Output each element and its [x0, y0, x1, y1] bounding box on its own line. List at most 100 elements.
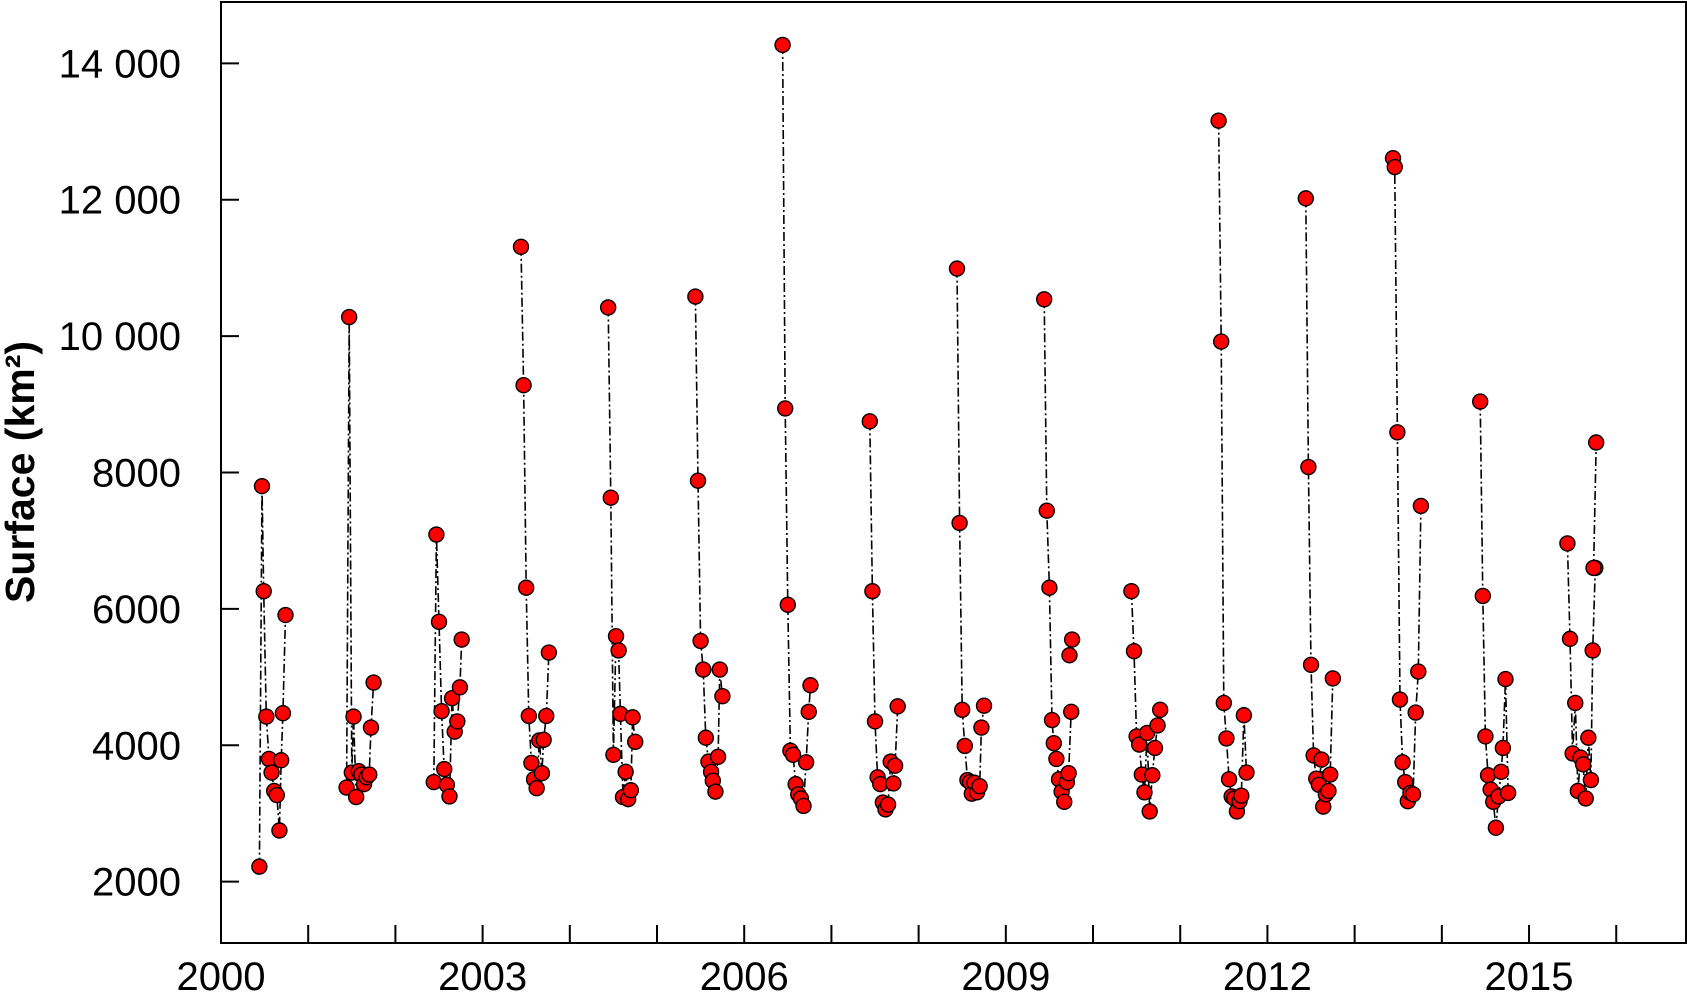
data-point	[795, 797, 812, 815]
data-point	[1233, 787, 1250, 804]
y-tick-label: 4000	[92, 724, 181, 768]
data-point	[345, 708, 362, 725]
x-tick-label: 2006	[700, 955, 789, 999]
data-point	[599, 299, 617, 316]
data-point	[449, 713, 466, 730]
data-point	[1215, 694, 1233, 712]
data-point	[1487, 819, 1505, 836]
data-point	[1035, 291, 1053, 308]
data-point	[692, 632, 709, 650]
data-point	[886, 757, 904, 774]
data-point	[1404, 786, 1422, 803]
data-point	[973, 719, 990, 736]
data-point	[1585, 559, 1602, 577]
series-line	[1043, 299, 1072, 803]
data-point	[1218, 730, 1235, 747]
data-point	[1394, 754, 1411, 771]
data-point	[1297, 190, 1314, 207]
data-point	[1582, 771, 1600, 789]
data-point	[889, 698, 906, 715]
data-point	[624, 709, 641, 726]
data-point	[1494, 739, 1512, 757]
data-point	[711, 661, 728, 678]
data-point	[689, 472, 707, 489]
data-point	[1238, 764, 1255, 781]
data-point	[1580, 729, 1597, 746]
data-point	[1320, 782, 1337, 800]
data-point	[533, 765, 551, 782]
y-tick-label: 2000	[92, 861, 181, 905]
data-point	[518, 579, 535, 596]
data-point	[1477, 728, 1494, 745]
data-point	[1060, 765, 1077, 782]
series-line	[1217, 120, 1248, 812]
data-point	[622, 782, 640, 799]
data-point	[520, 707, 538, 725]
data-point	[610, 642, 627, 659]
data-point	[1574, 756, 1592, 773]
data-point	[274, 705, 292, 722]
data-point	[800, 703, 817, 721]
data-point	[951, 514, 968, 532]
series-line	[956, 268, 985, 795]
data-point	[1559, 535, 1576, 552]
data-point	[540, 644, 558, 661]
data-point	[451, 679, 469, 696]
y-tick-label: 10 000	[59, 315, 181, 359]
data-point	[707, 783, 724, 800]
data-point	[1302, 656, 1320, 673]
data-point	[365, 674, 382, 691]
data-point	[1235, 707, 1253, 724]
data-point	[523, 754, 540, 772]
y-axis-title: Surface (km²)	[0, 341, 43, 603]
data-point	[535, 731, 552, 748]
data-point	[866, 713, 884, 730]
data-point	[538, 707, 555, 725]
y-tick-label: 6000	[92, 588, 181, 632]
data-point	[1041, 579, 1058, 596]
data-point	[617, 763, 634, 781]
data-point	[774, 36, 791, 54]
data-point	[1587, 434, 1605, 451]
data-point	[1389, 424, 1406, 441]
data-point	[253, 477, 271, 495]
series-line	[1592, 442, 1597, 569]
data-point	[338, 779, 355, 796]
x-tick-label: 2000	[177, 955, 266, 999]
data-point	[1386, 158, 1403, 176]
data-point	[512, 238, 530, 255]
axis-ticks	[220, 62, 1618, 943]
data-point	[605, 746, 622, 763]
data-point	[1136, 784, 1153, 801]
data-point	[1407, 704, 1424, 721]
x-tick-label: 2015	[1485, 955, 1574, 999]
data-point	[430, 613, 448, 631]
data-point	[263, 764, 280, 781]
data-point	[1045, 735, 1062, 752]
data-point	[1146, 739, 1164, 757]
data-point	[695, 661, 712, 678]
data-point	[687, 288, 704, 305]
data-point	[340, 308, 358, 326]
data-point	[258, 708, 275, 725]
plot-frame	[220, 1, 1687, 944]
data-point	[251, 858, 268, 875]
data-point	[1497, 670, 1514, 688]
data-point	[879, 796, 897, 813]
data-point	[1048, 750, 1065, 768]
series-line	[694, 296, 724, 792]
data-point	[361, 766, 378, 783]
data-point	[1584, 642, 1601, 659]
data-point	[1123, 582, 1140, 600]
data-point	[1391, 691, 1409, 708]
x-tick-label: 2012	[1223, 955, 1312, 999]
data-point	[1141, 803, 1158, 820]
data-point	[1322, 766, 1339, 783]
data-point	[1567, 694, 1584, 712]
data-point	[714, 687, 731, 705]
data-point	[433, 702, 450, 720]
y-tick-label: 8000	[92, 452, 181, 496]
data-point	[861, 413, 878, 430]
data-point	[956, 737, 974, 755]
